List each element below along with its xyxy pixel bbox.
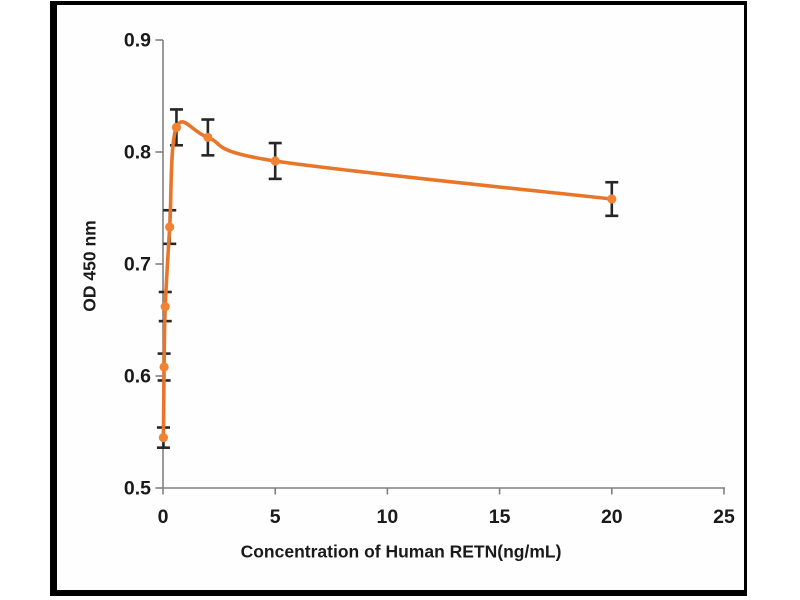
y-tick-label: 0.5 — [124, 478, 151, 500]
x-tick-label: 10 — [377, 506, 399, 528]
x-tick-label: 15 — [489, 506, 511, 528]
data-point — [158, 433, 168, 443]
y-tick-label: 0.8 — [124, 142, 151, 164]
data-point — [203, 132, 213, 142]
data-point — [165, 222, 175, 232]
y-tick-label: 0.6 — [124, 366, 151, 388]
x-axis-title: Concentration of Human RETN(ng/mL) — [240, 541, 562, 562]
x-tick-label: 20 — [601, 506, 623, 528]
y-axis-title: OD 450 nm — [79, 220, 100, 312]
x-tick-label: 25 — [713, 506, 735, 528]
data-line — [161, 120, 614, 440]
data-point — [160, 302, 170, 312]
data-point — [171, 122, 182, 132]
data-point — [270, 156, 280, 166]
data-point — [159, 362, 169, 372]
y-tick-label: 0.7 — [124, 254, 151, 276]
x-tick-label: 5 — [270, 506, 281, 528]
x-tick-label: 0 — [158, 506, 169, 528]
y-tick-label: 0.9 — [124, 30, 151, 52]
data-point — [607, 194, 617, 204]
